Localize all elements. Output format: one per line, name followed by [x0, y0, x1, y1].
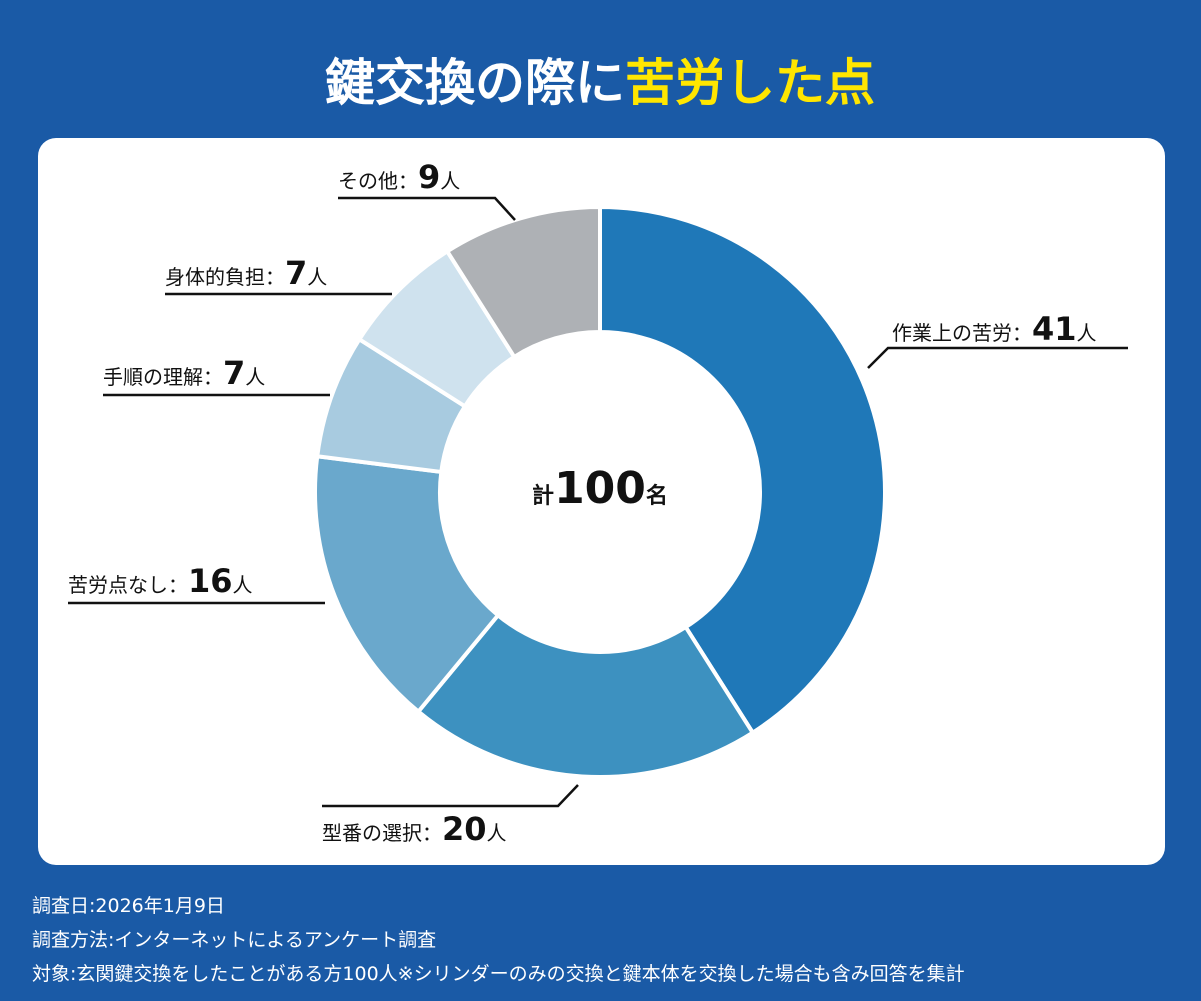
unit: 人 — [307, 265, 327, 289]
separator: ： — [422, 821, 442, 845]
donut-slice — [415, 612, 756, 779]
category: 作業上の苦労 — [892, 321, 1012, 345]
notes: 調査日:2026年1月9日調査方法:インターネットによるアンケート調査対象:玄関… — [32, 895, 965, 985]
leader-line — [338, 196, 516, 221]
slice-label: その他：9人 — [338, 158, 460, 196]
category: 型番の選択 — [322, 821, 422, 845]
chart-title: 鍵交換の際に苦労した点 — [325, 54, 875, 112]
footnote: 対象:玄関鍵交換をしたことがある方100人※シリンダーのみの交換と鍵本体を交換し… — [32, 963, 965, 985]
value-label: 20 — [442, 810, 487, 848]
title-main: 鍵交換の際に — [325, 54, 625, 112]
slice-label: 手順の理解：7人 — [103, 354, 265, 392]
value-label: 16 — [188, 562, 233, 600]
unit: 人 — [233, 573, 253, 597]
value-label: 7 — [285, 254, 307, 292]
slice-label: 型番の選択：20人 — [322, 810, 507, 848]
separator: ： — [398, 169, 418, 193]
donut-slice — [598, 204, 887, 736]
footnote: 調査日:2026年1月9日 — [32, 895, 225, 917]
category: 身体的負担 — [165, 265, 265, 289]
unit: 人 — [487, 821, 507, 845]
separator: ： — [265, 265, 285, 289]
unit: 人 — [245, 365, 265, 389]
slices — [313, 204, 887, 779]
center-value: 100 — [554, 463, 646, 514]
slice-label: 苦労点なし：16人 — [68, 562, 253, 600]
center-label: 計100名 — [532, 463, 668, 514]
category: 苦労点なし — [68, 573, 168, 597]
separator: ： — [168, 573, 188, 597]
donut-slice — [313, 454, 501, 715]
center-prefix: 計 — [532, 483, 554, 509]
panel — [38, 138, 1165, 865]
center-unit: 名 — [646, 483, 668, 509]
donut-slice — [444, 204, 602, 360]
unit: 人 — [440, 169, 460, 193]
labels: 作業上の苦労：41人型番の選択：20人苦労点なし：16人手順の理解：7人身体的負… — [68, 158, 1128, 848]
value-label: 41 — [1032, 310, 1077, 348]
leader-line — [867, 346, 1128, 369]
category: その他 — [338, 169, 398, 193]
category: 手順の理解 — [103, 365, 203, 389]
value-label: 7 — [223, 354, 245, 392]
value-label: 9 — [418, 158, 440, 196]
slice-label: 作業上の苦労：41人 — [892, 310, 1097, 348]
separator: ： — [1012, 321, 1032, 345]
leader-line — [322, 784, 579, 808]
title-highlight: 苦労した点 — [625, 54, 875, 112]
separator: ： — [203, 365, 223, 389]
unit: 人 — [1077, 321, 1097, 345]
footnote: 調査方法:インターネットによるアンケート調査 — [32, 929, 436, 951]
slice-label: 身体的負担：7人 — [165, 254, 327, 292]
